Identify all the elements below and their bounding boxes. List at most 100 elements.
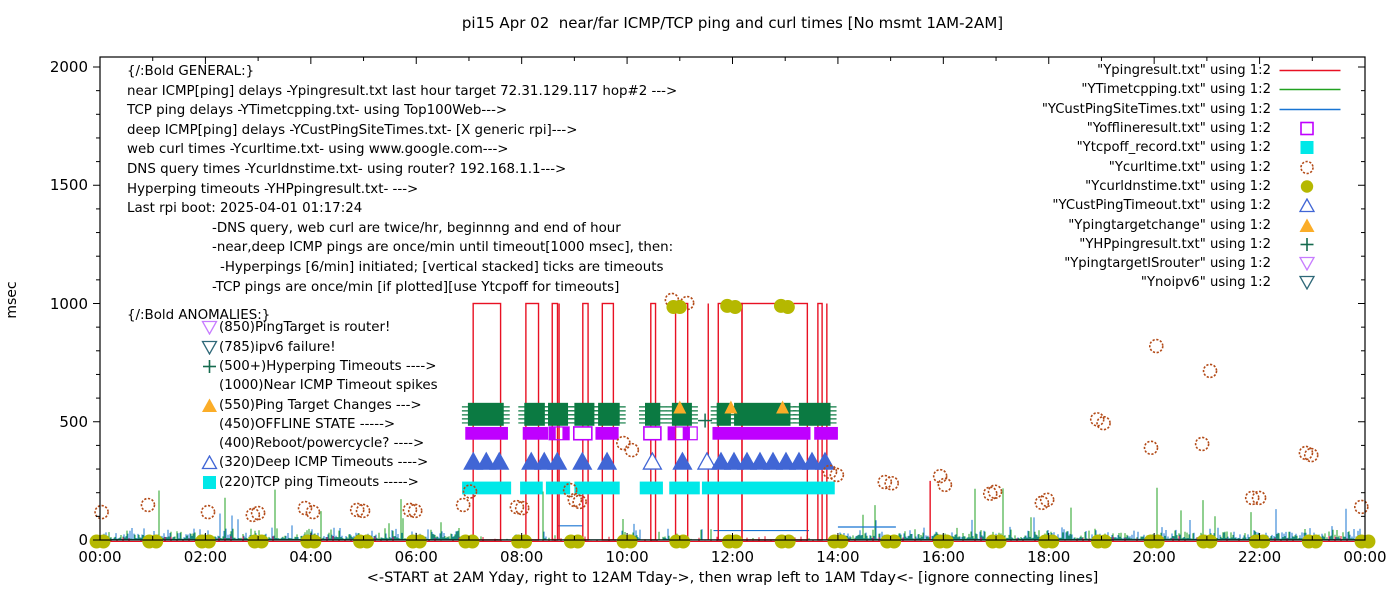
curl-time-point bbox=[562, 482, 578, 498]
deep-icmp-timeout-triangle bbox=[672, 451, 693, 470]
annotation-line: -TCP pings are once/min [if plotted][use… bbox=[212, 279, 620, 295]
deep-icmp-timeout-triangle bbox=[762, 451, 784, 470]
curl-time-point bbox=[1298, 445, 1314, 461]
y-tick-label: 0 bbox=[78, 531, 88, 549]
legend-label: "YHPpingresult.txt" using 1:2 bbox=[1079, 236, 1271, 252]
anomaly-line: (785)ipv6 failure! bbox=[201, 340, 336, 355]
anomaly-text: (320)Deep ICMP Timeouts ----> bbox=[219, 455, 429, 471]
anomaly-line: (450)OFFLINE STATE -----> bbox=[201, 417, 395, 432]
x-tick-label: 20:00 bbox=[1132, 548, 1176, 566]
dns-axis-mark bbox=[96, 534, 111, 549]
legend-marker-circle-filled-icon bbox=[1300, 180, 1314, 193]
legend-row: "YTimetcpping.txt" using 1:2 bbox=[960, 80, 1355, 99]
legend-label: "YCustPingTimeout.txt" using 1:2 bbox=[1052, 198, 1271, 214]
curl-time-point bbox=[455, 497, 471, 513]
legend-marker-triangle-down-open-icon bbox=[1298, 256, 1316, 272]
deep-icmp-timeout-triangle bbox=[463, 451, 484, 470]
legend-row: "YCustPingTimeout.txt" using 1:2 bbox=[960, 196, 1355, 215]
hyperping-timeout-block bbox=[798, 402, 831, 426]
anomaly-marker-triangle-down-open-icon bbox=[201, 321, 218, 336]
deep-icmp-timeout-triangle bbox=[572, 451, 593, 470]
y-tick-label: 2000 bbox=[49, 58, 88, 76]
deep-icmp-timeout-triangle bbox=[596, 451, 618, 470]
deep-icmp-timeout-triangle bbox=[723, 451, 745, 470]
legend-label: "Ycurldnstime.txt" using 1:2 bbox=[1085, 178, 1271, 194]
dns-time-point bbox=[728, 300, 743, 315]
dns-axis-mark bbox=[1045, 534, 1060, 549]
x-tick-label: 18:00 bbox=[1027, 548, 1071, 566]
tcp-timeout-block bbox=[520, 481, 543, 495]
deep-icmp-timeout-triangle bbox=[710, 451, 732, 470]
legend-row: "YpingtargetISrouter" using 1:2 bbox=[960, 254, 1355, 273]
curl-time-point bbox=[514, 500, 530, 516]
curl-time-point bbox=[937, 477, 953, 493]
deep-icmp-timeout-triangle bbox=[775, 451, 797, 470]
curl-time-point bbox=[1251, 490, 1267, 506]
legend-row: "YCustPingSiteTimes.txt" using 1:2 bbox=[960, 100, 1355, 119]
dns-axis-mark bbox=[676, 534, 691, 549]
legend-label: "Ynoipv6" using 1:2 bbox=[1140, 275, 1271, 291]
curl-time-point bbox=[1202, 363, 1218, 379]
x-tick-label: 12:00 bbox=[710, 548, 755, 566]
anomaly-line: (220)TCP ping Timeouts -----> bbox=[201, 475, 419, 490]
annotation-line: Hyperping timeouts -YHPpingresult.txt- -… bbox=[127, 181, 419, 197]
anomaly-marker-square-filled-icon bbox=[203, 475, 216, 489]
x-tick-label: 00:00 bbox=[1343, 548, 1387, 566]
legend-row: "Ycurltime.txt" using 1:2 bbox=[960, 157, 1355, 176]
curl-time-point bbox=[1354, 499, 1369, 515]
anomaly-line: (400)Reboot/powercycle? ----> bbox=[201, 436, 424, 451]
dns-axis-mark bbox=[307, 534, 322, 549]
curl-time-point bbox=[1096, 415, 1111, 431]
offline-state-block-open bbox=[643, 426, 662, 441]
annotation-line: -near,deep ICMP pings are once/min until… bbox=[212, 240, 674, 256]
legend-label: "Ytcpoff_record.txt" using 1:2 bbox=[1076, 140, 1271, 156]
curl-time-point bbox=[94, 504, 109, 520]
legend-label: "Ypingtargetchange" using 1:2 bbox=[1068, 217, 1271, 233]
legend-row: "Ypingtargetchange" using 1:2 bbox=[960, 215, 1355, 234]
dns-axis-mark bbox=[728, 534, 743, 549]
legend-label: "YCustPingSiteTimes.txt" using 1:2 bbox=[1041, 101, 1271, 117]
deep-icmp-timeout-triangle bbox=[642, 451, 663, 470]
dns-axis-mark bbox=[1256, 534, 1271, 549]
tcp-timeout-block bbox=[701, 481, 835, 495]
dns-axis-mark bbox=[465, 534, 480, 549]
anomaly-text: (220)TCP ping Timeouts -----> bbox=[219, 474, 419, 490]
curl-time-point bbox=[250, 505, 266, 521]
dns-axis-mark bbox=[1308, 534, 1323, 549]
offline-state-block-striped-border bbox=[667, 426, 698, 441]
deep-icmp-timeout-triangle bbox=[534, 451, 555, 470]
curl-time-point bbox=[624, 442, 640, 458]
offline-state-block-striped bbox=[549, 426, 556, 440]
dns-axis-mark bbox=[1150, 534, 1165, 549]
curl-time-point bbox=[1034, 495, 1050, 511]
legend: "Ypingresult.txt" using 1:2 "YTimetcpping… bbox=[960, 61, 1355, 293]
anomaly-text: (850)PingTarget is router! bbox=[219, 320, 391, 336]
dns-axis-mark bbox=[570, 534, 585, 549]
legend-row: "Yofflineresult.txt" using 1:2 bbox=[960, 119, 1355, 138]
y-tick-label: 500 bbox=[59, 412, 88, 431]
legend-marker-plus-icon bbox=[1300, 237, 1314, 251]
curl-time-point bbox=[140, 497, 156, 513]
curl-time-point bbox=[297, 500, 313, 516]
y-tick-label: 1000 bbox=[49, 294, 88, 313]
deep-icmp-timeout-triangle bbox=[521, 451, 542, 470]
curl-time-point bbox=[932, 468, 948, 484]
anomaly-marker-plus-icon bbox=[203, 359, 216, 373]
annotation-line: {/:Bold GENERAL:} bbox=[127, 64, 255, 79]
legend-marker-line-icon bbox=[1279, 89, 1341, 91]
x-tick-label: 16:00 bbox=[921, 548, 965, 566]
curl-time-point bbox=[567, 492, 583, 508]
dns-time-point bbox=[672, 300, 687, 315]
curl-time-point bbox=[829, 467, 845, 483]
hyperping-timeout-block bbox=[524, 402, 545, 426]
x-tick-label: 08:00 bbox=[500, 548, 544, 566]
tcp-timeout-block bbox=[669, 481, 700, 495]
offline-state-block-striped bbox=[682, 426, 690, 440]
x-tick-label: 10:00 bbox=[605, 548, 649, 566]
legend-marker-square-open-icon bbox=[1300, 121, 1314, 136]
anomaly-text: (550)Ping Target Changes ---> bbox=[219, 397, 422, 413]
anomaly-line: (850)PingTarget is router! bbox=[201, 320, 391, 336]
dns-axis-mark bbox=[412, 534, 427, 549]
curl-time-point bbox=[877, 474, 893, 490]
annotation-line: -DNS query, web curl are twice/hr, begin… bbox=[212, 220, 621, 236]
